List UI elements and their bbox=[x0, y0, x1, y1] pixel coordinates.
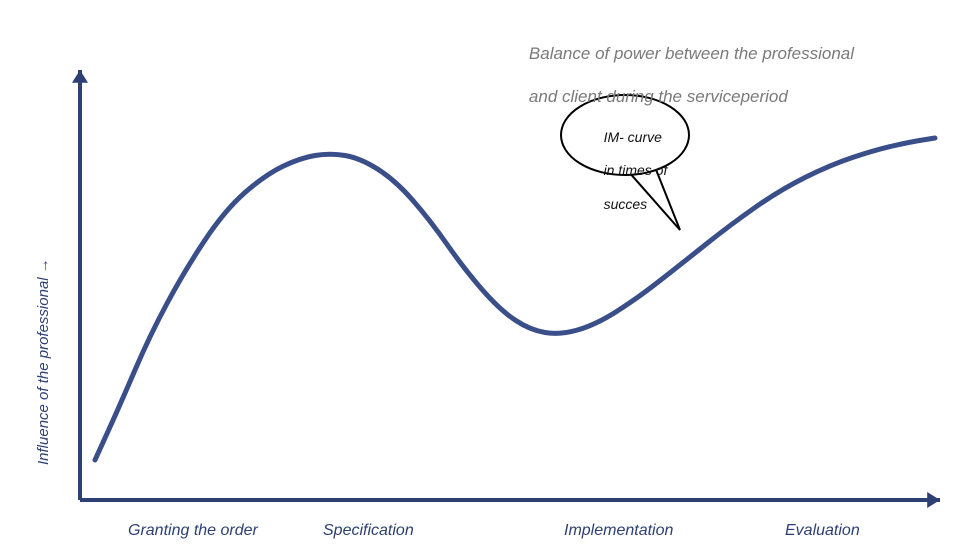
y-axis-label: Influence of the professional → bbox=[35, 258, 52, 465]
callout-text: IM- curve in times of succes bbox=[588, 112, 667, 230]
y-axis-arrow bbox=[72, 70, 88, 83]
x-label-2: Implementation bbox=[564, 522, 673, 540]
x-label-0: Granting the order bbox=[128, 522, 258, 540]
chart-stage: Balance of power between the professiona… bbox=[0, 0, 960, 560]
im-curve-line bbox=[95, 138, 935, 460]
x-axis-arrow bbox=[927, 492, 940, 508]
x-label-1: Specification bbox=[323, 522, 414, 540]
x-label-3: Evaluation bbox=[785, 522, 860, 540]
axes bbox=[72, 70, 940, 508]
chart-title: Balance of power between the professiona… bbox=[510, 22, 854, 128]
callout-text-line1: IM- curve bbox=[604, 129, 662, 145]
chart-title-line1: Balance of power between the professiona… bbox=[529, 44, 854, 63]
chart-title-line2: and client during the serviceperiod bbox=[529, 87, 788, 106]
callout-text-line3: succes bbox=[604, 196, 648, 212]
callout-text-line2: in times of bbox=[604, 162, 668, 178]
